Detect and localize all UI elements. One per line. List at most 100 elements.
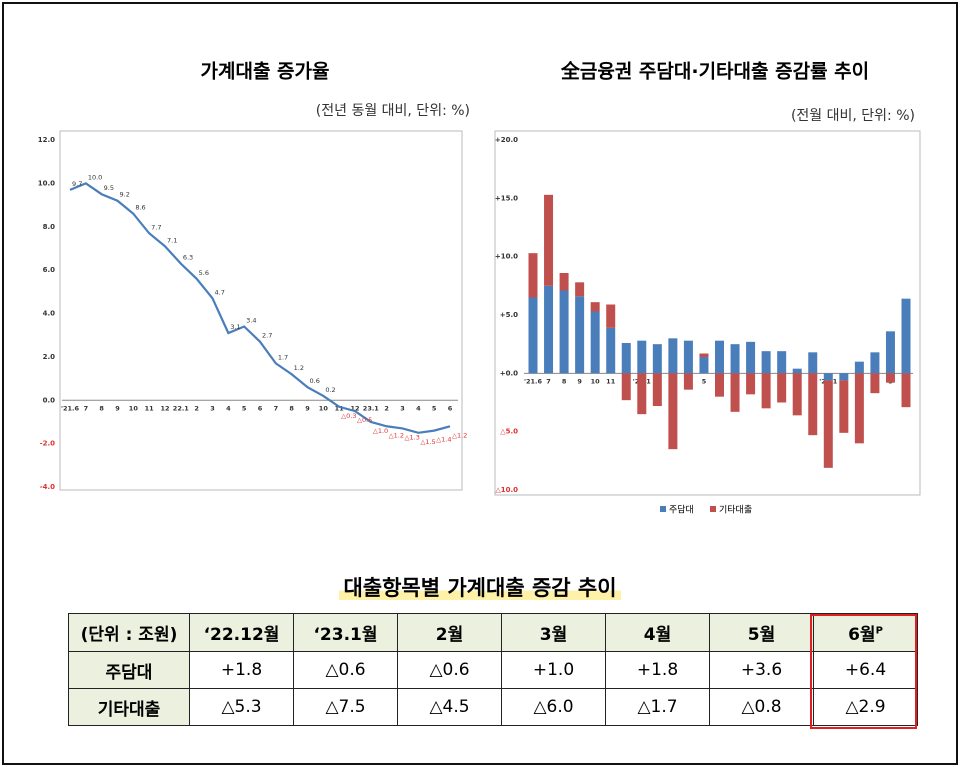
header-cell: 5월	[709, 613, 814, 652]
bar	[792, 373, 802, 416]
x-tick-label: 10	[129, 404, 139, 412]
header-cell: 3월	[501, 613, 606, 652]
bar	[528, 253, 538, 298]
x-tick-label: 6	[448, 404, 453, 412]
table-cell: △0.6	[293, 651, 398, 689]
bar	[761, 351, 771, 374]
x-tick-label: 10	[319, 404, 329, 412]
x-tick-label: 23.1	[363, 404, 380, 412]
bar	[668, 338, 678, 374]
bar	[839, 373, 849, 381]
line	[69, 182, 451, 434]
x-tick-label: 5	[702, 377, 707, 385]
bar	[606, 304, 616, 328]
x-tick-label: 10	[591, 377, 601, 385]
bar	[746, 373, 756, 395]
data-label: 10.0	[88, 173, 102, 181]
header-cell: 6월P	[813, 613, 918, 652]
data-label: 0.6	[310, 377, 320, 385]
bar	[901, 298, 911, 374]
data-label: △1.5	[420, 438, 435, 446]
header-sup: P	[875, 625, 883, 637]
table-cell: △5.3	[189, 688, 294, 726]
y-tick-label: 4.0	[43, 310, 56, 318]
bar	[854, 373, 864, 444]
y-tick-label: △10.0	[495, 486, 518, 494]
header-text: 2월	[435, 625, 464, 645]
x-tick-label: 9	[115, 404, 120, 412]
bar	[559, 273, 569, 291]
bar	[808, 373, 818, 436]
bar	[590, 311, 600, 374]
table-row: 주담대 +1.8 △0.6 △0.6 +1.0 +1.8 +3.6 +6.4	[68, 651, 918, 689]
x-tick-label: 3	[210, 404, 215, 412]
header-cell: 4월	[605, 613, 710, 652]
data-label: △1.2	[389, 431, 404, 439]
bar	[761, 373, 771, 409]
bar	[544, 285, 554, 374]
bar	[699, 353, 709, 357]
y-tick-label: 2.0	[43, 353, 56, 361]
y-tick-label: +15.0	[495, 194, 518, 202]
legend-swatch	[660, 506, 666, 512]
bar	[621, 373, 631, 401]
y-tick-label: -2.0	[40, 440, 55, 448]
data-table: (단위 : 조원) ‘22.12월 ‘23.1월 2월 3월 4월 5월 6월P 주담대 +1.8…	[68, 613, 918, 726]
x-tick-label: 2	[384, 404, 389, 412]
bar	[885, 331, 895, 374]
table-title-text: 대출항목별 가계대출 증감 추이	[339, 576, 621, 600]
row-header: 기타대출	[68, 688, 190, 726]
bar	[575, 282, 585, 297]
x-tick-label: 11	[335, 404, 345, 412]
x-tick-label: 4	[226, 404, 231, 412]
table-cell: △0.8	[709, 688, 814, 726]
data-label: 8.6	[135, 204, 145, 212]
data-label: 3.1	[230, 323, 240, 331]
table-cell: +1.8	[189, 651, 294, 689]
x-tick-label: 22.1	[173, 404, 190, 412]
x-tick-label: 5	[242, 404, 247, 412]
y-tick-label: 8.0	[43, 223, 56, 231]
y-tick-label: 12.0	[38, 136, 55, 144]
bar	[683, 373, 693, 390]
bar	[528, 297, 538, 374]
chart-subtitle: (전년 동월 대비, 단위: %)	[316, 103, 470, 119]
header-text: (단위 : 조원)	[80, 625, 178, 645]
header-text: 4월	[643, 625, 672, 645]
bar	[559, 290, 569, 374]
header-cell: (단위 : 조원)	[68, 613, 190, 652]
bar	[715, 340, 724, 374]
data-label: 1.7	[278, 353, 288, 361]
x-tick-label: 8	[99, 404, 104, 412]
data-label: 9.5	[104, 184, 114, 192]
chart-title: 가계대출 증가율	[201, 61, 330, 83]
data-label: △1.2	[452, 431, 467, 439]
x-tick-label: 8	[289, 404, 294, 412]
x-tick-label: 7	[84, 404, 89, 412]
bar	[885, 373, 895, 383]
x-tick-label: '21.6	[524, 377, 543, 385]
bar	[839, 380, 849, 433]
table-cell: +1.8	[605, 651, 710, 689]
table-title: 대출항목별 가계대출 증감 추이	[0, 572, 960, 602]
bar	[901, 373, 911, 408]
y-tick-label: +5.0	[500, 311, 518, 319]
data-label: 6.3	[183, 254, 193, 262]
y-tick-label: 0.0	[43, 396, 56, 404]
bar	[746, 341, 756, 374]
bar	[590, 302, 600, 312]
x-tick-label: 8	[562, 377, 567, 385]
bar	[730, 373, 740, 412]
x-tick-label: 11	[145, 404, 155, 412]
header-text: 5월	[747, 625, 776, 645]
x-tick-label: 7	[546, 377, 551, 385]
data-label: 7.7	[151, 223, 161, 231]
data-label: △1.0	[373, 427, 388, 435]
table-cell: +3.6	[709, 651, 814, 689]
header-row: (단위 : 조원) ‘22.12월 ‘23.1월 2월 3월 4월 5월 6월P	[68, 613, 918, 652]
table-cell: △6.0	[501, 688, 606, 726]
x-tick-label: 4	[416, 404, 421, 412]
x-tick-label: 11	[606, 377, 616, 385]
data-label: △1.3	[405, 433, 420, 441]
